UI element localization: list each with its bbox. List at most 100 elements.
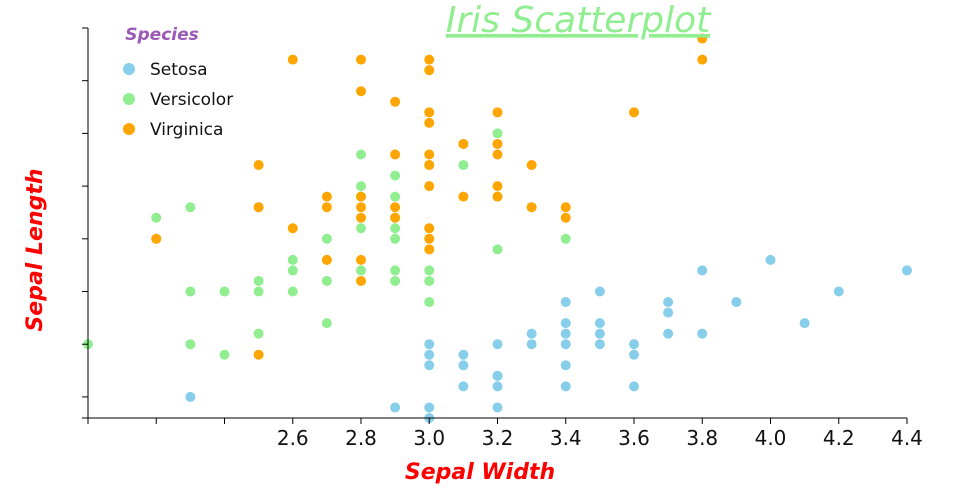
data-point [321,275,332,286]
data-point [594,318,605,329]
x-tick-label: 3.4 [550,426,582,450]
data-point [356,149,366,160]
data-point [424,402,435,413]
data-point [697,265,708,276]
points-layer [83,33,912,423]
data-point [526,328,537,339]
x-tick-label: 3.8 [686,426,718,450]
legend-item-virginica: Virginica [123,120,223,140]
data-point [458,381,469,392]
data-point [560,318,571,329]
data-point [321,318,332,329]
data-point [560,233,571,244]
data-point [629,381,639,392]
data-point [492,181,503,192]
data-point [356,86,366,97]
data-point [390,233,401,244]
data-point [253,275,264,286]
data-point [287,54,298,65]
data-point [390,223,401,234]
legend-label: Versicolor [150,90,233,110]
data-point [424,160,435,171]
data-point [185,391,196,402]
data-point [492,128,503,139]
legend-label: Setosa [150,60,208,80]
data-point [390,202,401,213]
data-point [356,254,366,265]
data-point [287,223,298,234]
data-point [492,138,503,149]
data-point [151,233,162,244]
data-point [424,265,435,276]
data-point [151,212,162,223]
data-point [356,275,366,286]
x-tick-label: 2.8 [345,426,377,450]
data-point [526,202,537,213]
data-point [356,212,366,223]
x-tick-label: 3.6 [618,426,650,450]
data-point [253,349,264,360]
data-point [424,360,435,371]
legend-item-versicolor: Versicolor [123,90,233,110]
data-point [663,307,674,318]
x-tick-label: 4.2 [823,426,855,450]
data-point [560,212,571,223]
data-point [424,65,435,76]
data-point [219,286,230,297]
data-point [902,265,912,276]
data-point [356,265,366,276]
data-point [219,349,230,360]
data-point [458,138,469,149]
data-point [356,181,366,192]
data-point [390,402,401,413]
x-tick-label: 3.0 [413,426,445,450]
data-point [356,191,366,202]
data-point [185,202,196,213]
data-point [663,297,674,308]
x-tick-label: 3.2 [482,426,514,450]
data-point [458,160,469,171]
data-point [594,328,605,339]
legend: Species Setosa Versicolor Virginica [123,25,233,140]
data-point [390,96,401,107]
data-point [253,328,264,339]
data-point [424,117,435,128]
data-point [390,191,401,202]
legend-marker [123,123,135,135]
data-point [424,297,435,308]
axes-layer: 2.6 2.8 3.0 3.2 3.4 3.6 3.8 4.0 4.2 4.4 [82,27,923,450]
data-point [492,370,503,381]
data-point [799,318,810,329]
data-point [424,54,435,65]
data-point [560,297,571,308]
data-point [321,254,332,265]
data-point [560,328,571,339]
data-point [424,233,435,244]
series-versicolor [83,128,571,360]
x-tick-label: 4.0 [755,426,787,450]
data-point [629,349,639,360]
data-point [356,54,366,65]
data-point [526,160,537,171]
data-point [287,265,298,276]
data-point [253,202,264,213]
data-point [185,286,196,297]
data-point [492,402,503,413]
data-point [390,170,401,181]
y-axis-title: Sepal Length [23,168,48,331]
data-point [697,54,708,65]
data-point [492,244,503,255]
legend-marker [123,93,135,105]
data-point [424,181,435,192]
data-point [424,149,435,160]
data-point [594,286,605,297]
data-point [629,339,639,350]
data-point [424,339,435,350]
data-point [833,286,844,297]
data-point [731,297,742,308]
data-point [253,160,264,171]
legend-items: Setosa Versicolor Virginica [123,60,233,140]
data-point [526,339,537,350]
data-point [458,349,469,360]
